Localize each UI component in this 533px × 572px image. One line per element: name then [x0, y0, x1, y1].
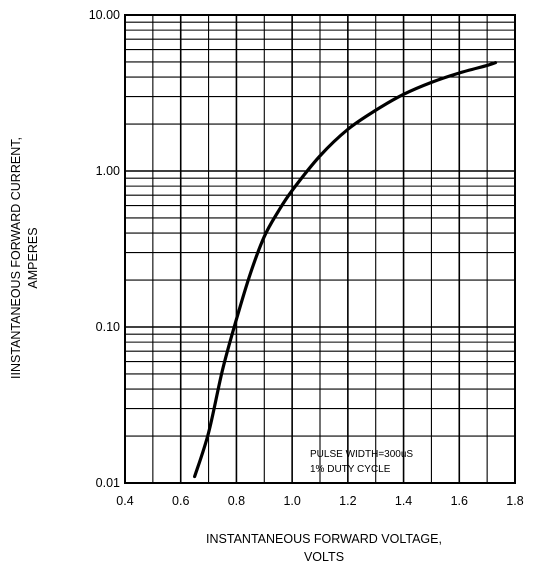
- y-tick-label: 0.10: [96, 320, 120, 334]
- x-tick-label: 1.2: [339, 494, 356, 508]
- y-axis-title-line-1: IINSTANTANEOUS FORWARD CURRENT,: [9, 137, 23, 379]
- y-tick-label: 0.01: [96, 476, 120, 490]
- x-tick-label: 1.4: [395, 494, 412, 508]
- x-tick-label: 0.6: [172, 494, 189, 508]
- x-tick-label: 1.6: [451, 494, 468, 508]
- y-tick-label: 1.00: [96, 164, 120, 178]
- x-tick-label: 0.8: [228, 494, 245, 508]
- y-axis-title-line-2: AMPERES: [26, 227, 40, 288]
- grid: [124, 15, 516, 484]
- series-layer: [193, 61, 498, 479]
- x-axis-ticks: 0.4 0.6 0.8 1.0 1.2 1.4 1.6 1.8: [116, 494, 523, 508]
- y-axis-ticks: 0.01 0.10 1.00 10.00: [89, 8, 120, 490]
- plot-frame: [124, 14, 516, 484]
- x-axis-title-line-1: INSTANTANEOUS FORWARD VOLTAGE,: [206, 532, 442, 546]
- x-tick-label: 1.8: [506, 494, 523, 508]
- x-tick-label: 0.4: [116, 494, 133, 508]
- series-line-1: [193, 61, 498, 479]
- annotation-line-1: PULSE WIDTH=300uS: [310, 449, 413, 460]
- y-tick-label: 10.00: [89, 8, 120, 22]
- x-axis-title-line-2: VOLTS: [304, 550, 344, 564]
- annotation-line-2: 1% DUTY CYCLE: [310, 464, 391, 475]
- x-tick-label: 1.0: [283, 494, 300, 508]
